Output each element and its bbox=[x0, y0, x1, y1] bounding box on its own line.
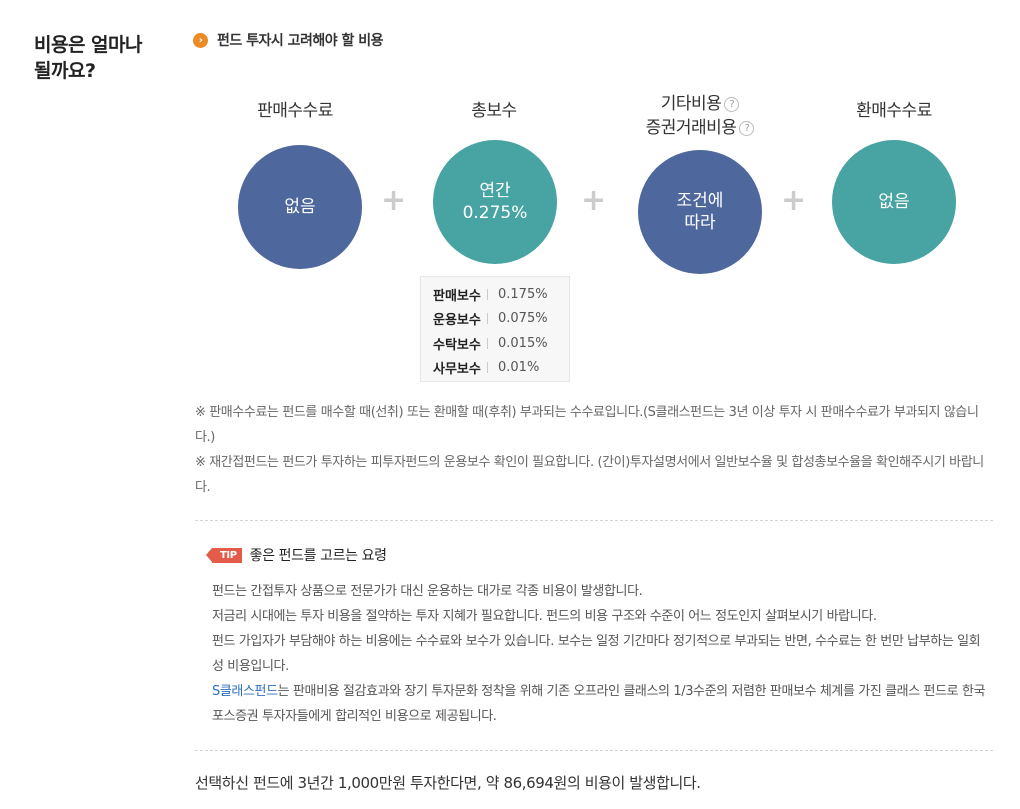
chevron-right-icon: › bbox=[193, 32, 208, 48]
breakdown-value: 0.01% bbox=[498, 360, 540, 376]
tip-line-s-class-text: 는 판매비용 절감효과와 장기 투자문화 정착을 위해 기존 오프라인 클래스의… bbox=[212, 684, 986, 724]
other-costs-value-line1: 조건에 bbox=[676, 191, 724, 211]
tip-line-s-class: S클래스펀드는 판매비용 절감효과와 장기 투자문화 정착을 위해 기존 오프라… bbox=[212, 679, 987, 729]
total-fee-period: 연간 bbox=[479, 181, 511, 201]
total-fee-header: 총보수 bbox=[432, 99, 556, 123]
divider bbox=[487, 362, 488, 374]
total-fee-circle[interactable]: 연간 0.275% bbox=[433, 140, 557, 264]
note-fund-of-funds: ※ 재간접펀드는 펀드가 투자하는 피투자펀드의 운용보수 확인이 필요합니다.… bbox=[195, 455, 984, 495]
redemption-fee-circle: 없음 bbox=[832, 140, 956, 264]
breakdown-row: 수탁보수 0.015% bbox=[433, 331, 557, 356]
breakdown-value: 0.075% bbox=[498, 311, 548, 327]
breakdown-value: 0.175% bbox=[498, 286, 548, 302]
section-divider bbox=[195, 520, 993, 521]
tip-title: 좋은 펀드를 고르는 요령 bbox=[249, 548, 387, 564]
side-title-line1: 비용은 얼마나 bbox=[34, 34, 143, 56]
breakdown-name: 운용보수 bbox=[433, 313, 481, 329]
breakdown-value: 0.015% bbox=[498, 335, 548, 351]
cost-summary: 선택하신 펀드에 3년간 1,000만원 투자한다면, 약 86,694원의 비… bbox=[195, 774, 701, 792]
s-class-fund-link[interactable]: S클래스펀드 bbox=[212, 684, 278, 699]
breakdown-row: 사무보수 0.01% bbox=[433, 356, 557, 381]
fee-breakdown: 판매보수 0.175% 운용보수 0.075% 수탁보수 0.015% 사무보수 0.0… bbox=[420, 276, 570, 382]
other-costs-circle: 조건에 따라 bbox=[638, 150, 762, 274]
tip-body: 펀드는 간접투자 상품으로 전문가가 대신 운용하는 대가로 각종 비용이 발생… bbox=[212, 579, 987, 729]
sales-commission-value: 없음 bbox=[284, 197, 316, 217]
other-costs-header: 기타비용? 증권거래비용? bbox=[625, 92, 775, 140]
side-title-line2: 될까요? bbox=[34, 60, 96, 82]
divider bbox=[487, 313, 488, 325]
other-costs-label: 기타비용 bbox=[660, 94, 722, 114]
section-divider bbox=[195, 750, 993, 751]
tip-heading: TIP 좋은 펀드를 고르는 요령 bbox=[206, 545, 387, 565]
tip-line: 펀드 가입자가 부담해야 하는 비용에는 수수료와 보수가 있습니다. 보수는 … bbox=[212, 634, 981, 674]
breakdown-name: 사무보수 bbox=[433, 362, 481, 378]
breakdown-name: 판매보수 bbox=[433, 288, 481, 304]
tip-line: 저금리 시대에는 투자 비용을 절약하는 투자 지혜가 필요합니다. 펀드의 비… bbox=[212, 609, 877, 624]
plus-icon: + bbox=[381, 183, 407, 218]
breakdown-row: 판매보수 0.175% bbox=[433, 282, 557, 307]
other-costs-value-line2: 따라 bbox=[684, 213, 716, 233]
redemption-fee-value: 없음 bbox=[878, 192, 910, 212]
tip-line: 펀드는 간접투자 상품으로 전문가가 대신 운용하는 대가로 각종 비용이 발생… bbox=[212, 584, 643, 599]
sales-commission-label: 판매수수료 bbox=[257, 101, 333, 121]
section-title: 펀드 투자시 고려해야 할 비용 bbox=[217, 33, 384, 49]
redemption-fee-header: 환매수수료 bbox=[832, 99, 956, 123]
plus-icon: + bbox=[781, 183, 807, 218]
section-heading: › 펀드 투자시 고려해야 할 비용 bbox=[193, 30, 384, 50]
sales-commission-circle: 없음 bbox=[238, 145, 362, 269]
help-icon[interactable]: ? bbox=[724, 96, 740, 112]
breakdown-name: 수탁보수 bbox=[433, 337, 481, 353]
help-icon[interactable]: ? bbox=[739, 120, 755, 136]
breakdown-row: 운용보수 0.075% bbox=[433, 307, 557, 332]
total-fee-label: 총보수 bbox=[471, 101, 517, 121]
plus-icon: + bbox=[581, 183, 607, 218]
other-costs-label-row: 기타비용? bbox=[625, 92, 775, 116]
total-fee-rate: 0.275% bbox=[462, 203, 528, 223]
divider bbox=[487, 337, 488, 349]
sales-commission-header: 판매수수료 bbox=[233, 99, 357, 123]
note-sales-commission: ※ 판매수수료는 펀드를 매수할 때(선취) 또는 환매할 때(후취) 부과되는… bbox=[195, 405, 979, 445]
trading-cost-label-row: 증권거래비용? bbox=[625, 116, 775, 140]
fee-notes: ※ 판매수수료는 펀드를 매수할 때(선취) 또는 환매할 때(후취) 부과되는… bbox=[195, 400, 995, 500]
trading-cost-label: 증권거래비용 bbox=[645, 118, 737, 138]
divider bbox=[487, 288, 488, 300]
redemption-fee-label: 환매수수료 bbox=[856, 101, 932, 121]
tip-badge: TIP bbox=[206, 547, 242, 563]
side-title: 비용은 얼마나 될까요? bbox=[34, 32, 143, 84]
